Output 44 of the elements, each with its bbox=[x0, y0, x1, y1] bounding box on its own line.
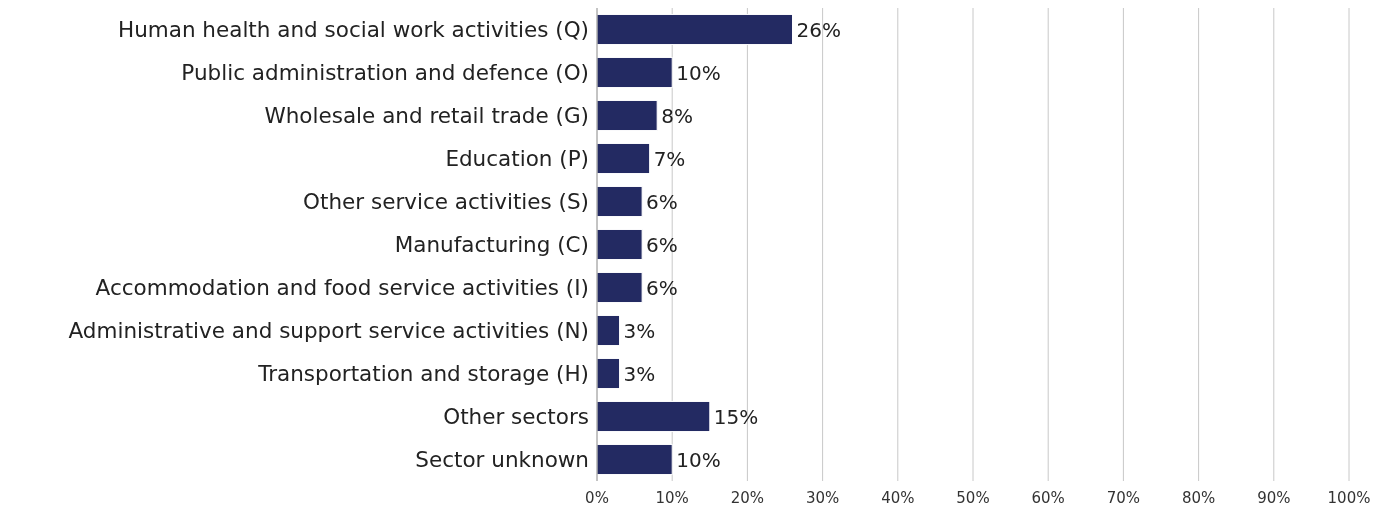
data-label: 6% bbox=[646, 275, 678, 300]
y-tick-label: Wholesale and retail trade (G) bbox=[264, 103, 589, 129]
x-tick-label: 50% bbox=[956, 489, 990, 507]
y-tick-label: Accommodation and food service activities (I) bbox=[95, 275, 589, 301]
y-tick-label: Sector unknown bbox=[415, 447, 589, 473]
x-tick-label: 0% bbox=[585, 489, 609, 507]
y-tick-label: Public administration and defence (O) bbox=[181, 60, 589, 86]
bar bbox=[596, 99, 658, 132]
bar bbox=[596, 314, 621, 347]
x-tick-label: 30% bbox=[805, 489, 840, 507]
y-tick-label: Administrative and support service activities (N) bbox=[68, 318, 589, 344]
x-tick-label: 80% bbox=[1181, 489, 1216, 507]
data-label: 6% bbox=[646, 189, 678, 214]
bar bbox=[596, 185, 643, 218]
x-tick-label: 40% bbox=[881, 489, 915, 507]
bar bbox=[596, 142, 651, 175]
bar bbox=[596, 443, 673, 476]
x-tick-label: 70% bbox=[1106, 489, 1141, 507]
bar bbox=[596, 228, 643, 261]
data-label: 26% bbox=[796, 17, 841, 42]
data-label: 10% bbox=[676, 60, 721, 85]
y-tick-label: Manufacturing (C) bbox=[394, 232, 589, 258]
data-label: 3% bbox=[623, 318, 656, 343]
data-label: 15% bbox=[713, 404, 759, 429]
bar bbox=[596, 271, 643, 304]
x-tick-label: 90% bbox=[1257, 489, 1291, 507]
y-tick-label: Education (P) bbox=[445, 146, 589, 172]
bar bbox=[596, 357, 621, 390]
data-label: 7% bbox=[653, 146, 686, 171]
y-tick-label: Human health and social work activities (Q) bbox=[117, 17, 589, 43]
x-tick-label: 10% bbox=[655, 489, 689, 507]
bar bbox=[596, 13, 794, 46]
data-label: 6% bbox=[646, 232, 678, 257]
y-tick-label: Other sectors bbox=[443, 404, 589, 430]
y-tick-label: Transportation and storage (H) bbox=[257, 361, 589, 387]
y-tick-label: Other service activities (S) bbox=[303, 189, 589, 215]
bar bbox=[596, 400, 711, 433]
x-tick-label: 100% bbox=[1327, 489, 1371, 507]
data-label: 10% bbox=[676, 447, 721, 472]
x-tick-label: 20% bbox=[730, 489, 765, 507]
data-label: 8% bbox=[661, 103, 693, 128]
x-tick-label: 60% bbox=[1031, 489, 1065, 507]
data-label: 3% bbox=[623, 361, 656, 386]
bar bbox=[596, 56, 673, 89]
